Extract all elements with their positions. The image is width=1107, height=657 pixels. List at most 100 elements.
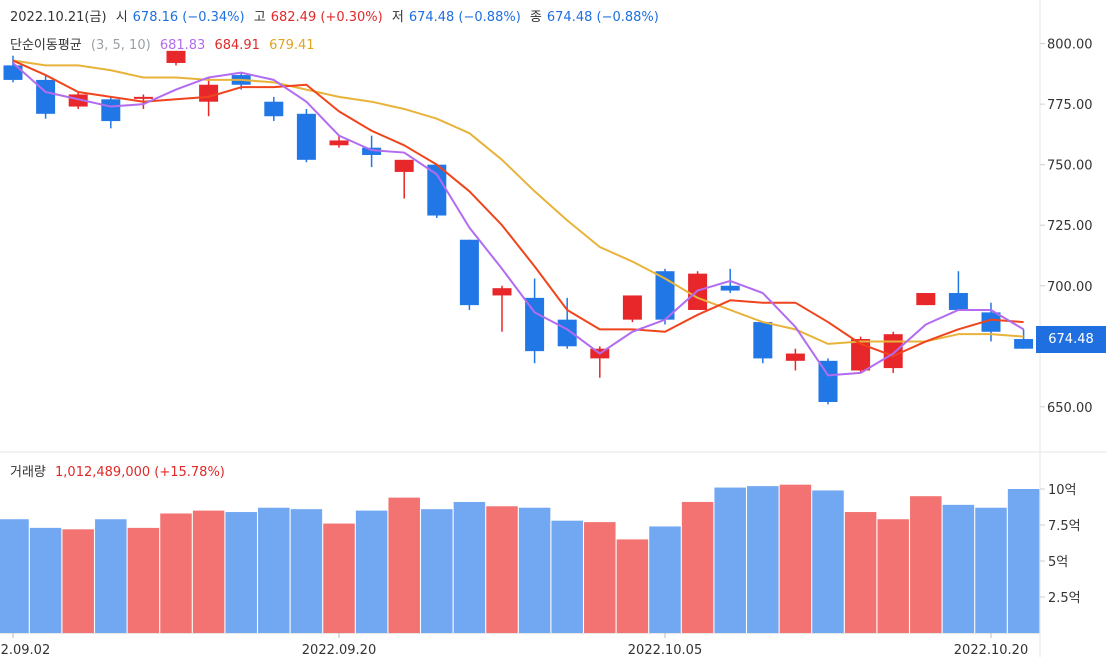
candle-body — [655, 271, 675, 320]
volume-bar — [421, 509, 453, 633]
volume-bar — [290, 509, 323, 633]
ma5-line — [12, 59, 1024, 357]
candle — [557, 297, 577, 349]
date-tick-label: 2022.10.05 — [628, 643, 702, 657]
candle — [851, 336, 871, 373]
ma-legend-params: (3, 5, 10) — [90, 38, 151, 53]
volume-bar — [584, 522, 616, 633]
volume-legend[interactable]: 거래량 1,012,489,000 (+15.78%) — [10, 461, 230, 480]
header-date: 2022.10.21(금) — [10, 10, 107, 25]
volume-bar — [486, 506, 518, 633]
volume-bar — [681, 501, 714, 633]
date-tick-label: 2022.09.20 — [302, 643, 376, 657]
date-tick-label: 2022.09.02 — [0, 643, 50, 657]
candle — [785, 348, 805, 371]
high-label: 고 — [253, 10, 266, 25]
candle-body — [883, 334, 903, 369]
candle — [459, 239, 479, 310]
volume-bar — [649, 526, 681, 633]
volume-legend-label: 거래량 — [10, 465, 46, 480]
candle — [394, 159, 414, 199]
candle-body — [296, 113, 316, 160]
low-label: 저 — [391, 10, 404, 25]
candle-body — [720, 285, 740, 291]
candle-body — [948, 293, 968, 310]
candle — [296, 108, 316, 163]
price-tick-label: 725.00 — [1047, 219, 1093, 234]
volume-bar — [192, 510, 225, 633]
candle — [362, 135, 382, 168]
candle — [427, 164, 447, 218]
volume-bar — [812, 490, 844, 633]
candle — [3, 55, 23, 83]
volume-bar — [453, 501, 486, 633]
candle — [36, 75, 56, 119]
candle-body — [133, 96, 153, 99]
volume-legend-value: 1,012,489,000 (+15.78%) — [55, 465, 225, 480]
ma10-line — [12, 59, 1024, 345]
candle — [264, 96, 284, 122]
price-tick-label: 800.00 — [1047, 38, 1093, 53]
candle — [329, 135, 349, 148]
volume-bar — [1007, 489, 1040, 633]
volume-bar — [160, 513, 192, 633]
volume-tick-label: 5억 — [1048, 555, 1068, 570]
candle-body — [981, 312, 1001, 332]
volume-bar — [975, 507, 1007, 633]
candle — [753, 322, 773, 364]
volume-bar — [518, 507, 551, 633]
ma3-line — [12, 62, 1025, 377]
volume-bar — [323, 523, 355, 633]
volume-bar — [942, 504, 975, 633]
last-price-tag: 674.48 — [1036, 326, 1106, 353]
open-label: 시 — [115, 10, 128, 25]
price-tick-label: 700.00 — [1047, 280, 1093, 295]
volume-bar — [714, 487, 746, 633]
candle-body — [394, 159, 414, 172]
candle-body — [818, 360, 838, 402]
ma-legend[interactable]: 단순이동평균 (3, 5, 10) 681.83 684.91 679.41 — [10, 34, 320, 53]
volume-bar — [95, 519, 127, 633]
candle-body — [492, 288, 512, 296]
price-tick-label: 650.00 — [1047, 401, 1093, 416]
candle — [101, 96, 121, 129]
volume-bar — [551, 520, 583, 633]
candle — [492, 285, 512, 332]
candle-body — [166, 50, 186, 63]
ma-legend-label: 단순이동평균 — [10, 38, 82, 53]
candle-body — [753, 322, 773, 359]
candle-body — [459, 239, 479, 306]
low-value: 674.48 (−0.88%) — [408, 10, 521, 25]
candle — [818, 358, 838, 405]
volume-bar — [747, 486, 779, 633]
volume-bar — [0, 519, 29, 633]
candle — [1014, 329, 1034, 349]
open-value: 678.16 (−0.34%) — [132, 10, 245, 25]
candle-body — [1014, 339, 1034, 349]
volume-bar — [388, 497, 420, 633]
ma5-value: 684.91 — [214, 38, 260, 53]
candle-body — [525, 297, 545, 352]
price-tick-label: 775.00 — [1047, 98, 1093, 113]
candle-body — [557, 319, 577, 347]
candle-body — [622, 295, 642, 320]
candle — [948, 271, 968, 310]
candle-body — [264, 101, 284, 117]
volume-bar — [877, 519, 909, 633]
price-tick-label: 750.00 — [1047, 159, 1093, 174]
volume-bar — [62, 529, 94, 633]
ohlc-header: 2022.10.21(금) 시 678.16 (−0.34%) 고 682.49 (… — [10, 6, 664, 25]
volume-bar — [225, 512, 257, 633]
volume-bar — [258, 507, 290, 633]
candle-body — [851, 339, 871, 371]
volume-bar — [355, 510, 388, 633]
candle-body — [101, 99, 121, 122]
candle-body — [916, 293, 936, 306]
volume-bar — [616, 539, 649, 633]
close-label: 종 — [529, 10, 542, 25]
candle — [166, 50, 186, 66]
candle-body — [3, 65, 23, 80]
volume-bar — [127, 527, 160, 633]
volume-tick-label: 7.5억 — [1048, 519, 1081, 534]
